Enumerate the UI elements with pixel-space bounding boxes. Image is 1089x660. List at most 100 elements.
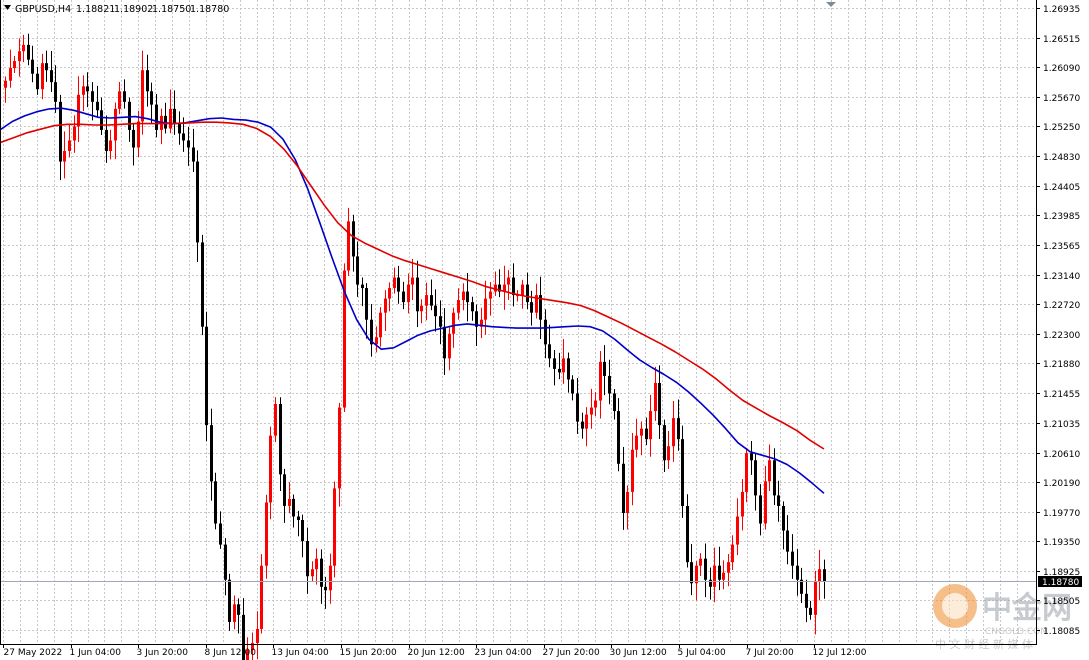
candle-bull — [562, 358, 565, 373]
candle-bear — [279, 404, 282, 475]
price-axis[interactable]: 1.26935 1.26515 1.26090 1.25670 1.25250 1.248… — [1036, 5, 1080, 637]
candle-bear — [178, 122, 181, 134]
candle-bear — [553, 358, 556, 369]
candle-bear — [434, 305, 437, 317]
candle-bear — [645, 428, 648, 440]
price-tick-label: 1.21035 — [1043, 420, 1080, 430]
price-tick-label: 1.23140 — [1043, 272, 1080, 282]
candle-bull — [82, 86, 85, 95]
price-tick-label: 1.20610 — [1043, 450, 1080, 460]
candle-bull — [347, 221, 350, 271]
time-axis[interactable]: 27 May 2022 1 Jun 04:00 3 Jun 20:00 8 Jun 1… — [3, 644, 867, 658]
candle-bull — [233, 604, 236, 622]
candle-bear — [128, 101, 131, 130]
candle-bull — [635, 435, 638, 450]
candle-bull — [507, 277, 510, 285]
candle-bull — [169, 108, 172, 129]
time-tick-label: 15 Jun 20:00 — [340, 648, 397, 658]
candle-bear — [443, 326, 446, 359]
candle-bull — [640, 428, 643, 436]
candle-bear — [237, 604, 240, 615]
grid-lines — [0, 0, 1036, 644]
time-tick-label: 8 Jun 12:00 — [205, 648, 257, 658]
candle-bear — [805, 593, 808, 608]
triangle-down-icon[interactable] — [4, 5, 11, 10]
candle-bear — [466, 291, 469, 303]
candle-bull — [73, 126, 76, 141]
candle-bull — [672, 418, 675, 447]
candle-bear — [132, 129, 135, 148]
candle-bear — [356, 256, 359, 285]
cngold-coin-inner — [942, 593, 968, 619]
candle-bull — [649, 411, 652, 440]
candles — [4, 33, 826, 660]
candle-bull — [745, 453, 748, 492]
ohlc-high: 1.18902 — [114, 4, 153, 15]
candle-bear — [576, 393, 579, 422]
time-tick-label: 20 Jun 12:00 — [408, 648, 465, 658]
candle-bull — [722, 572, 725, 580]
candle-bear — [306, 541, 309, 577]
candle-bear — [782, 505, 785, 531]
candle-bear — [27, 44, 30, 60]
candle-bear — [210, 425, 213, 482]
candle-bull — [667, 446, 670, 461]
price-tick-label: 1.25670 — [1043, 94, 1080, 104]
cngold-coin-logo-icon — [933, 584, 977, 628]
price-tick-label: 1.22720 — [1043, 301, 1080, 311]
candle-bull — [329, 565, 332, 591]
candle-bear — [219, 523, 222, 545]
candle-bear — [292, 498, 295, 517]
price-tick-label: 1.22300 — [1043, 331, 1080, 341]
candle-bull — [599, 361, 602, 401]
candle-bear — [530, 302, 533, 313]
candle-bear — [201, 242, 204, 327]
price-tick-label: 1.21455 — [1043, 390, 1080, 400]
candle-bull — [521, 284, 524, 296]
candle-bull — [741, 491, 744, 517]
price-tick-label: 1.26090 — [1043, 64, 1080, 74]
price-tick-label: 1.18505 — [1043, 597, 1080, 607]
candle-bull — [695, 565, 698, 584]
candle-bull — [384, 298, 387, 313]
candle-bull — [251, 643, 254, 651]
candle-bear — [361, 284, 364, 289]
candle-bear — [123, 91, 126, 102]
candle-bear — [301, 520, 304, 542]
candle-bull — [13, 61, 16, 69]
candle-bull — [63, 151, 66, 162]
watermark-sub-text: CNGOLD.COM — [985, 627, 1048, 637]
current-price-tag: 1.18780 — [1038, 576, 1082, 588]
candle-bear — [796, 565, 799, 580]
candle-bear — [31, 59, 34, 74]
price-tick-label: 1.26515 — [1043, 35, 1080, 45]
candle-bull — [256, 628, 259, 644]
candle-bear — [544, 319, 547, 345]
time-tick-label: 23 Jun 04:00 — [475, 648, 532, 658]
ohlc-low: 1.18750 — [152, 4, 191, 15]
candle-bear — [402, 291, 405, 303]
candle-bear — [681, 439, 684, 506]
scroll-marker-icon[interactable] — [826, 2, 836, 7]
candle-bear — [242, 614, 245, 660]
candle-bear — [809, 607, 812, 615]
candle-bear — [548, 344, 551, 359]
time-tick-label: 27 May 2022 — [4, 648, 63, 658]
candle-bear — [823, 569, 826, 582]
candle-bear — [526, 284, 529, 303]
candle-bull — [118, 91, 121, 109]
candle-bull — [489, 291, 492, 299]
candle-bull — [503, 284, 506, 292]
candle-bear — [196, 161, 199, 243]
candle-bear — [791, 551, 794, 566]
ohlc-open: 1.18821 — [76, 4, 115, 15]
candle-bear — [759, 495, 762, 524]
candle-bull — [727, 562, 730, 573]
candle-bear — [150, 91, 153, 105]
candle-bull — [535, 295, 538, 313]
candle-bear — [800, 579, 803, 594]
candle-bear — [45, 63, 48, 71]
symbol-label: GBPUSD,H4 — [15, 4, 71, 15]
price-tick-label: 1.18085 — [1043, 627, 1080, 637]
